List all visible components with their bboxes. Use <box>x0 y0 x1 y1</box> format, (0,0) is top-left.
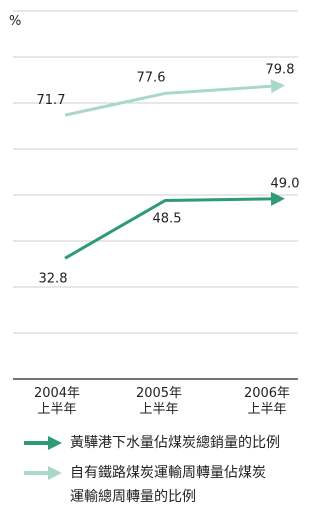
x-tick-half: 上半年 <box>37 402 77 417</box>
legend-label: 黃驊港下水量佔煤炭總銷量的比例 <box>70 435 280 451</box>
data-label: 32.8 <box>39 271 68 286</box>
legend-label-line-1: 自有鐵路煤炭運輸周轉量佔煤炭 <box>70 465 266 481</box>
series-arrow-head-1 <box>270 191 285 206</box>
legend-arrow-icon <box>24 466 62 480</box>
x-tick-year: 2006年 <box>243 386 291 401</box>
data-label: 48.5 <box>153 212 182 227</box>
x-tick-half: 上半年 <box>139 402 179 417</box>
data-label: 71.7 <box>37 93 66 108</box>
series-arrow-head-2 <box>270 79 285 94</box>
x-tick-label-2005: 2005年 上半年 <box>119 386 199 418</box>
x-tick-half: 上半年 <box>247 402 287 417</box>
x-tick-label-2006: 2006年 上半年 <box>227 386 307 418</box>
x-tick-label-2004: 2004年 上半年 <box>17 386 97 418</box>
series-line-1 <box>64 197 272 260</box>
legend-label-line-2: 運輸總周轉量的比例 <box>70 489 196 505</box>
data-label: 79.8 <box>266 62 295 77</box>
legend-arrow-icon <box>24 436 62 450</box>
x-tick-year: 2005年 <box>135 386 183 401</box>
x-tick-year: 2004年 <box>33 386 81 401</box>
data-label: 49.0 <box>271 177 300 192</box>
legend-label: 自有鐵路煤炭運輸周轉量佔煤炭 運輸總周轉量的比例 <box>70 461 326 509</box>
series-line-2 <box>64 84 272 117</box>
y-unit-label: % <box>9 14 22 29</box>
data-label: 77.6 <box>137 70 166 85</box>
